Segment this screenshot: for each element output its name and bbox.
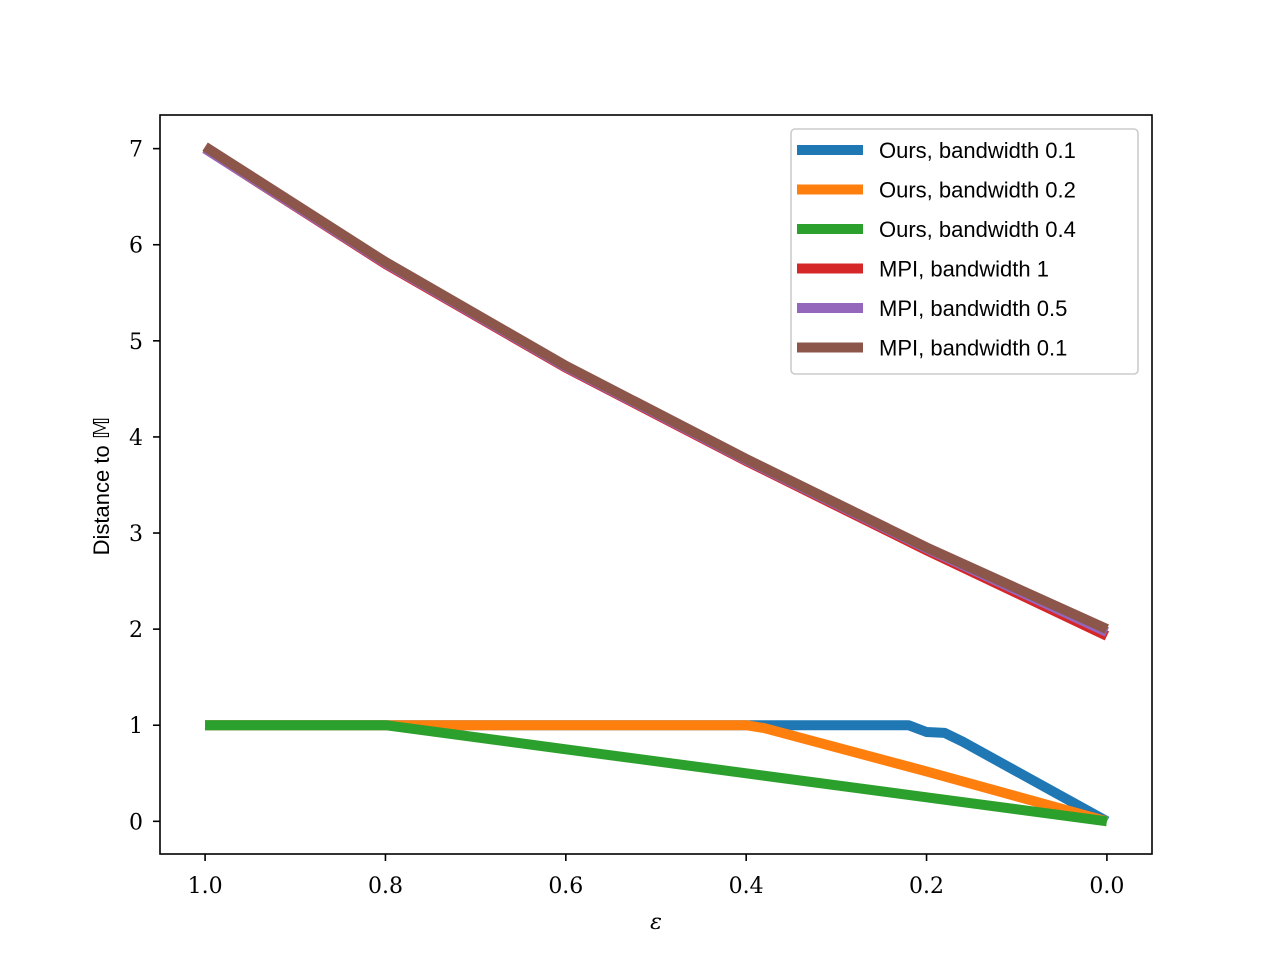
x-axis-label: ε (650, 910, 662, 935)
y-tick-label: 2 (129, 618, 143, 643)
y-tick-label: 6 (129, 234, 143, 259)
x-tick-label: 0.4 (729, 874, 764, 899)
x-tick-label: 0.6 (548, 874, 583, 899)
x-axis-ticks: 1.0 0.8 0.6 0.4 0.2 0.0 (188, 854, 1124, 899)
y-tick-label: 0 (129, 810, 143, 835)
x-tick-label: 0.0 (1089, 874, 1124, 899)
legend-label-2: Ours, bandwidth 0.2 (879, 178, 1076, 203)
y-tick-label: 3 (129, 522, 143, 547)
legend-box (790, 128, 1139, 375)
series-line-3 (205, 720, 1108, 827)
x-tick-label: 1.0 (188, 874, 223, 899)
legend-label-6: MPI, bandwidth 0.1 (879, 336, 1067, 361)
plot-frame (159, 114, 1153, 855)
legend-label-1: Ours, bandwidth 0.1 (879, 138, 1076, 163)
y-tick-label: 1 (129, 714, 143, 739)
series-line-6 (202, 142, 1109, 634)
legend-label-4: MPI, bandwidth 1 (879, 257, 1049, 282)
legend-label-3: Ours, bandwidth 0.4 (879, 217, 1076, 242)
legend-label-5: MPI, bandwidth 0.5 (879, 296, 1067, 321)
y-tick-label: 4 (129, 426, 143, 451)
series-layer (202, 142, 1110, 827)
x-tick-label: 0.8 (368, 874, 403, 899)
y-tick-label: 7 (129, 138, 143, 163)
y-axis-ticks: 0 1 2 3 4 5 6 7 (129, 138, 160, 835)
x-tick-label: 0.2 (909, 874, 944, 899)
legend: Ours, bandwidth 0.1 Ours, bandwidth 0.2 Ou… (790, 128, 1139, 375)
y-axis-label: Distance to 𝕄 (89, 417, 114, 556)
y-tick-label: 5 (129, 330, 143, 355)
